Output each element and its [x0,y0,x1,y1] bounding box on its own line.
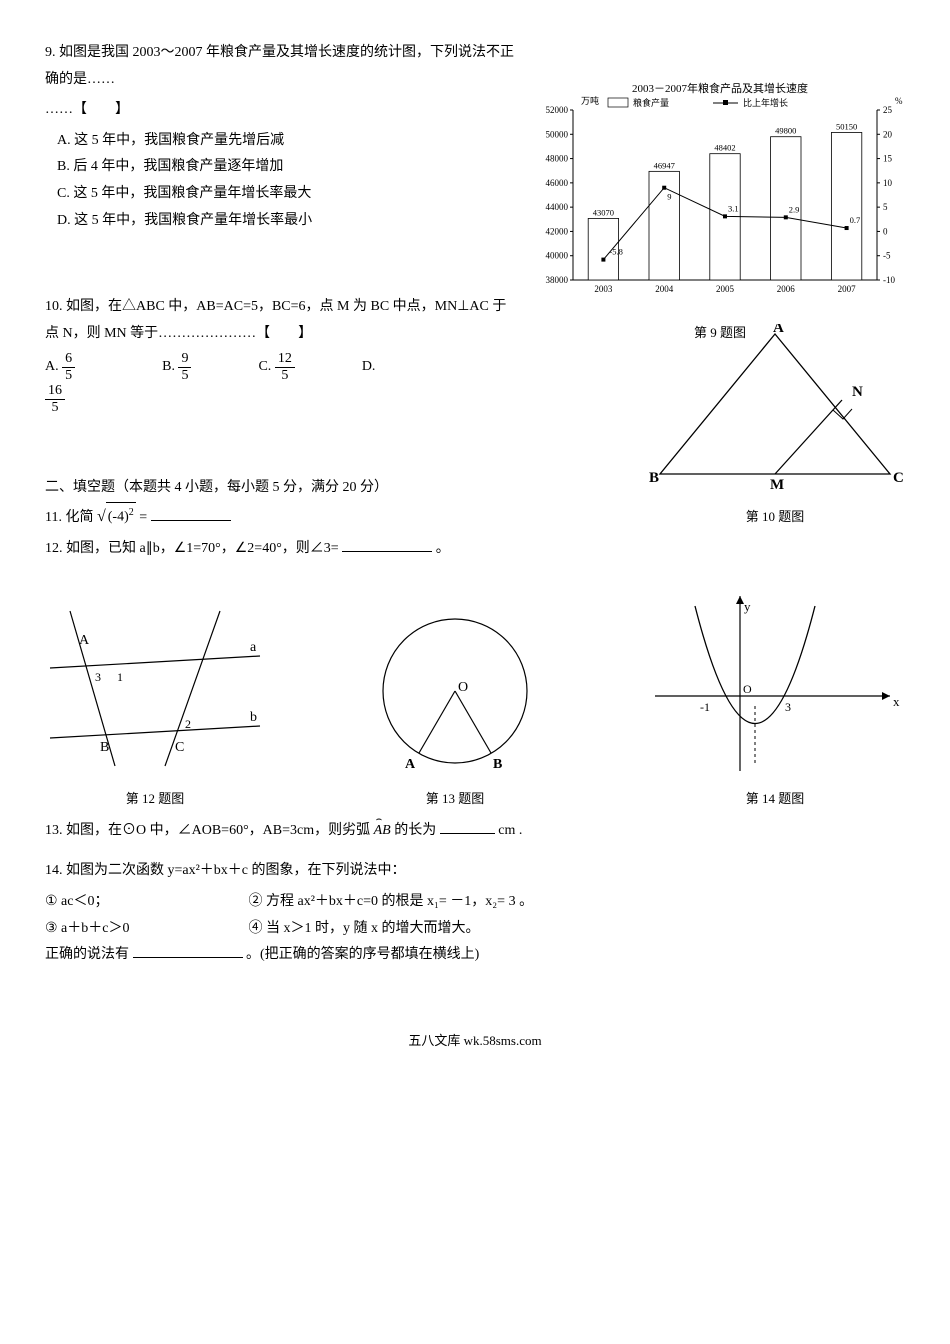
svg-text:38000: 38000 [546,275,569,285]
q9-optD: D. 这 5 年中，我国粮食产量年增长率最小 [57,208,515,235]
svg-text:52000: 52000 [546,105,569,115]
svg-text:46947: 46947 [654,160,675,170]
svg-text:B: B [493,757,502,772]
q9-line2: ……【 】 [45,97,515,124]
svg-text:2: 2 [185,717,191,731]
svg-text:O: O [743,682,752,696]
svg-text:A: A [79,633,90,648]
q14-l3: 正确的说法有 。(把正确的答案的序号都填在横线上) [45,942,905,969]
svg-text:y: y [744,599,751,614]
svg-text:%: % [895,96,903,106]
svg-text:2003－2007年粮食产品及其增长速度: 2003－2007年粮食产品及其增长速度 [632,81,808,95]
svg-text:20: 20 [883,129,893,139]
svg-text:46000: 46000 [546,178,569,188]
svg-text:9: 9 [667,192,671,202]
svg-text:B: B [100,740,109,755]
svg-text:44000: 44000 [546,202,569,212]
q9-line1: 9. 如图是我国 2003～2007 年粮食产量及其增长速度的统计图，下列说法不… [45,40,515,93]
svg-text:49800: 49800 [775,126,796,136]
svg-text:5: 5 [883,202,888,212]
q10-opts: A. 65 B. 95 C. 125 D. [45,351,515,383]
svg-text:50150: 50150 [836,121,857,131]
svg-text:万吨: 万吨 [581,95,599,106]
svg-text:0.7: 0.7 [850,215,861,225]
svg-text:42000: 42000 [546,226,569,236]
q13-blank[interactable] [440,819,495,834]
q14-figure: y x -1 O 3 第 14 题图 [645,586,905,811]
q10-A-prefix: A. [45,359,62,374]
svg-text:C: C [893,470,904,486]
q10-fig-label: 第 10 题图 [645,505,905,530]
svg-text:3: 3 [95,670,101,684]
svg-text:40000: 40000 [546,251,569,261]
svg-text:48000: 48000 [546,154,569,164]
q12: 12. 如图，已知 a∥b，∠1=70°，∠2=40°，则∠3= 。 [45,536,905,563]
svg-text:-1: -1 [700,700,710,714]
svg-text:3: 3 [785,700,791,714]
svg-text:N: N [852,384,863,400]
svg-text:-10: -10 [883,275,895,285]
svg-text:1: 1 [117,670,123,684]
q14-row1: ① ac＜0； ② 方程 ax²＋bx＋c=0 的根是 x₁= －1，x₂= 3… [45,889,905,916]
svg-text:-5: -5 [883,251,891,261]
svg-text:-5.8: -5.8 [609,247,622,257]
svg-text:50000: 50000 [546,129,569,139]
svg-text:2005: 2005 [716,284,735,294]
svg-text:2007: 2007 [838,284,857,294]
footer: 五八文库 wk.58sms.com [45,1029,905,1054]
q10-C-prefix: C. [258,359,274,374]
svg-text:比上年增长: 比上年增长 [743,97,788,108]
svg-text:a: a [250,640,257,655]
q13-figure: O A B 第 13 题图 [365,606,545,811]
svg-text:25: 25 [883,105,893,115]
q14-l1: 14. 如图为二次函数 y=ax²＋bx＋c 的图象，在下列说法中： [45,858,905,885]
q14-blank[interactable] [133,943,243,958]
svg-text:48402: 48402 [714,143,735,153]
svg-text:x: x [893,694,900,709]
q10-B-prefix: B. [162,359,178,374]
svg-text:0: 0 [883,226,888,236]
q12-figure: a b A B C 3 1 2 第 12 题图 [45,606,265,811]
svg-text:2.9: 2.9 [789,204,800,214]
q10-figure: A B C M N 第 10 题图 [645,324,905,529]
q9-optC: C. 这 5 年中，我国粮食产量年增长率最大 [57,181,515,208]
q12-blank[interactable] [342,537,432,552]
svg-text:M: M [770,477,784,493]
svg-text:2003: 2003 [594,284,613,294]
svg-text:43070: 43070 [593,207,614,217]
svg-text:C: C [175,740,184,755]
q9-optA: A. 这 5 年中，我国粮食产量先增后减 [57,128,515,155]
svg-text:A: A [405,757,416,772]
svg-text:2006: 2006 [777,284,796,294]
q9-optB: B. 后 4 年中，我国粮食产量逐年增加 [57,154,515,181]
q13: 13. 如图，在⊙O 中，∠AOB=60°，AB=3cm，则劣弧 ⌢ AB 的长… [45,818,905,845]
svg-text:A: A [773,324,784,336]
q14-row2: ③ a＋b＋c＞0 ④ 当 x＞1 时，y 随 x 的增大而增大。 [45,916,905,943]
svg-text:粮食产量: 粮食产量 [633,97,669,108]
q11-blank[interactable] [151,506,231,521]
q10-D-prefix: D. [362,359,376,374]
svg-text:3.1: 3.1 [728,203,739,213]
svg-text:O: O [458,680,468,695]
svg-text:15: 15 [883,154,893,164]
svg-text:B: B [649,470,659,486]
svg-text:10: 10 [883,178,893,188]
svg-text:2004: 2004 [655,284,674,294]
svg-text:b: b [250,710,257,725]
q10-text: 10. 如图，在△ABC 中，AB=AC=5，BC=6，点 M 为 BC 中点，… [45,294,515,347]
